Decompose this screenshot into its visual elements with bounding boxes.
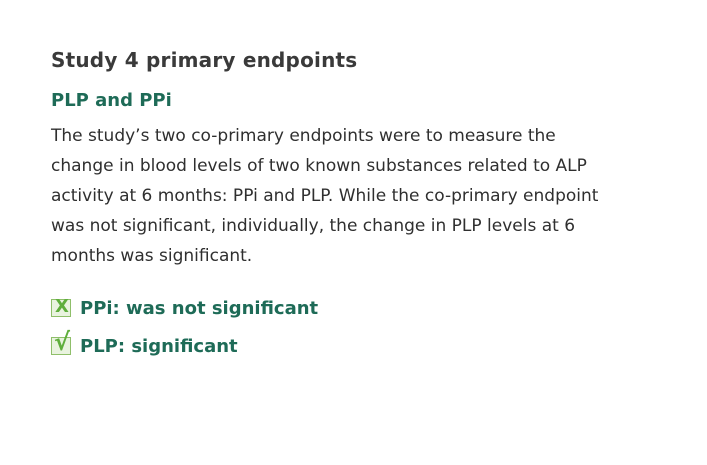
results-list: X PPi: was not significant √ PLP: signif… (51, 294, 651, 360)
section-title: Study 4 primary endpoints (51, 48, 358, 72)
result-label-plp: PLP: significant (80, 335, 238, 357)
subheading: PLP and PPi (51, 90, 172, 111)
x-mark-glyph: X (55, 296, 69, 317)
check-mark-glyph: √ (54, 328, 71, 356)
x-box-icon: X (51, 296, 71, 317)
study-endpoints-panel: Study 4 primary endpoints PLP and PPi Th… (51, 45, 651, 370)
body-paragraph: The study’s two co-primary endpoints wer… (51, 126, 599, 266)
check-box-icon: √ (51, 328, 71, 356)
result-item-plp: √ PLP: significant (51, 328, 651, 360)
result-item-ppi: X PPi: was not significant (51, 294, 651, 322)
result-label-ppi: PPi: was not significant (80, 297, 319, 319)
